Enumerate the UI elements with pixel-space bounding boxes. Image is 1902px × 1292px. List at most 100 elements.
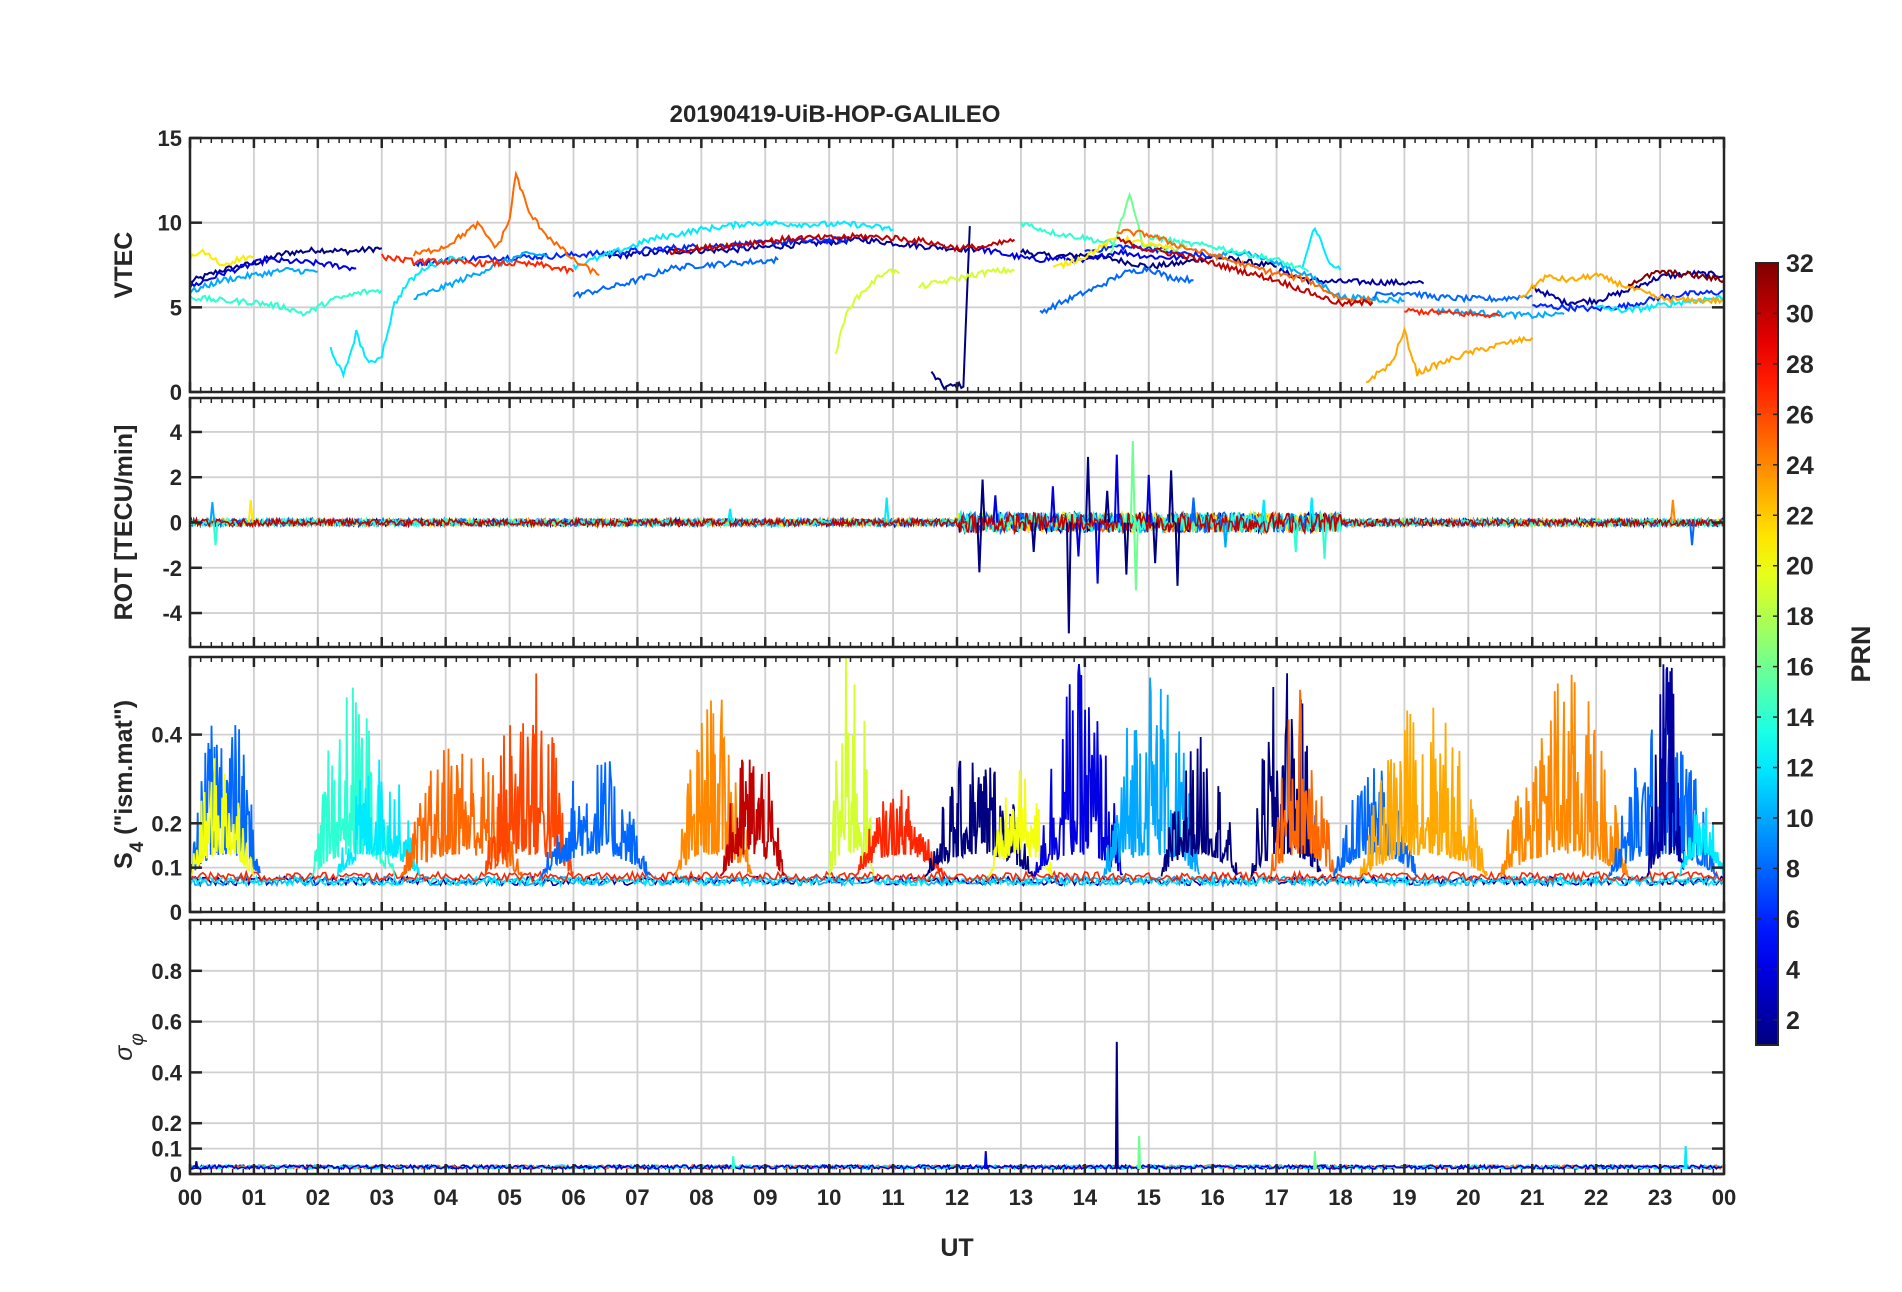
x-tick-label: 07 xyxy=(625,1185,649,1210)
grid-s4 xyxy=(190,657,1724,912)
x-axis: 00 01 02 03 04 05 06 07 08 09 10 11 12 13 14 15 16 17 18 19… xyxy=(178,1185,1736,1210)
panel-vtec: 0 5 10 15 VTEC xyxy=(110,126,1726,405)
rot-spike xyxy=(1104,490,1111,523)
vtec-series-prn-23 xyxy=(1519,272,1724,305)
vtec-series-prn-30 xyxy=(1116,236,1374,308)
y-tick-label: 0.1 xyxy=(151,856,182,881)
vtec-series-prn-10 xyxy=(413,250,549,301)
x-tick-label: 20 xyxy=(1456,1185,1480,1210)
x-tick-label: 08 xyxy=(689,1185,713,1210)
vtec-series-prn-12 xyxy=(1301,226,1342,271)
panel-sigma: 00.10.2 0.4 0.6 0.8 σφ xyxy=(110,918,1726,1187)
s4-burst-prn-12 xyxy=(336,759,421,878)
x-tick-label: 10 xyxy=(817,1185,841,1210)
grid-vtec xyxy=(190,138,1724,392)
s4-burst-prn-26 xyxy=(483,673,574,878)
x-tick-label: 01 xyxy=(242,1185,266,1210)
vtec-series-prn-10 xyxy=(1435,306,1565,321)
sigma-spike xyxy=(194,1161,199,1170)
vtec-series-prn-6 xyxy=(412,235,850,268)
y-tick-label: 0 xyxy=(170,900,182,925)
colorbar-tick-label: 22 xyxy=(1786,502,1814,530)
x-axis-label: UT xyxy=(940,1234,973,1262)
rot-spike xyxy=(1049,486,1056,523)
rot-spike xyxy=(1129,440,1136,523)
y-axis-label-vtec: VTEC xyxy=(110,232,138,299)
s4-burst-prn-8 xyxy=(1333,768,1418,877)
s4-burst-prn-12 xyxy=(1678,807,1724,877)
vtec-series-prn-10 xyxy=(190,266,318,294)
rot-series-prn-30 xyxy=(190,510,1724,536)
vtec-series-prn-1 xyxy=(930,226,971,391)
vtec-series-prn-14 xyxy=(1020,221,1117,247)
x-tick-label: 14 xyxy=(1073,1185,1098,1210)
y-tick-label: 0.4 xyxy=(151,723,182,748)
vtec-series-prn-8 xyxy=(1372,290,1533,304)
vtec-series-prn-30 xyxy=(668,231,1016,256)
vtec-series-prn-19 xyxy=(917,265,1015,290)
vtec-series-prn-25 xyxy=(412,170,600,277)
s4-burst-prn-4 xyxy=(1032,664,1124,878)
x-tick-label: 09 xyxy=(753,1185,777,1210)
rot-spike xyxy=(1174,522,1181,586)
sigma-spike xyxy=(731,1156,736,1169)
y-tick-label: 10 xyxy=(158,211,182,236)
rot-spike xyxy=(1168,470,1175,523)
rot-spike xyxy=(1075,522,1082,557)
panel-s4: 00.10.20.4S4 ("ism.mat") xyxy=(110,655,1726,925)
sigma-spike xyxy=(1114,1041,1119,1169)
rot-spike xyxy=(1065,522,1072,634)
vtec-series-prn-2 xyxy=(604,236,977,260)
x-tick-label: 00 xyxy=(1712,1185,1736,1210)
rot-spike xyxy=(1308,497,1315,523)
y-tick-label: 4 xyxy=(170,420,183,445)
x-tick-label: 11 xyxy=(881,1185,904,1210)
chart-title: 20190419-UiB-HOP-GALILEO xyxy=(670,101,1001,128)
s4-burst-prn-1 xyxy=(1250,673,1322,878)
y-label-sub: φ xyxy=(127,1033,148,1045)
panel-rot: -4 -2 0 2 4 ROT [TECU/min] xyxy=(110,396,1726,649)
s4-burst-prn-1 xyxy=(1160,736,1239,877)
vtec-series-prn-23 xyxy=(1366,326,1534,383)
vtec-series-prn-12 xyxy=(329,255,466,379)
colorbar-frame xyxy=(1755,262,1779,1046)
rot-spike xyxy=(883,497,890,523)
s4-baseline-prn-27 xyxy=(190,869,1724,884)
vtec-series-prn-8 xyxy=(572,255,779,299)
rot-spike xyxy=(1292,522,1299,552)
vtec-series-prn-21 xyxy=(1052,234,1175,270)
y-label-rest: ("ism.mat") xyxy=(110,700,138,842)
y-tick-label: 2 xyxy=(170,465,182,490)
y-tick-label: 0.2 xyxy=(151,1111,182,1136)
y-axis-label-sigma: σφ xyxy=(110,1033,148,1060)
vtec-series-prn-4 xyxy=(190,255,357,289)
rot-spike xyxy=(992,495,999,523)
rot-spike xyxy=(1222,522,1229,548)
rot-spike xyxy=(1113,454,1120,523)
colorbar-label: PRN xyxy=(1846,625,1876,682)
colorbar-tick-label: 28 xyxy=(1786,351,1814,379)
colorbar-tick-label: 26 xyxy=(1786,401,1814,429)
colorbar-tick-label: 14 xyxy=(1786,704,1814,732)
rot-spike xyxy=(1321,522,1328,559)
y-tick-label: 0.2 xyxy=(151,811,182,836)
colorbar-tick-label: 2 xyxy=(1786,1007,1800,1035)
rot-spike xyxy=(1152,522,1159,564)
vtec-series-prn-10 xyxy=(1212,250,1405,305)
colorbar-tick-label: 18 xyxy=(1786,603,1814,631)
vtec-series-prn-21 xyxy=(190,248,255,267)
vtec-series-prn-19 xyxy=(834,268,901,355)
grid-sigma xyxy=(190,920,1724,1174)
x-tick-label: 00 xyxy=(178,1185,202,1210)
vtec-series-prn-12 xyxy=(572,219,894,271)
colorbar-gradient xyxy=(1756,263,1778,1045)
y-tick-label: 5 xyxy=(170,295,182,320)
sigma-spike xyxy=(1683,1146,1688,1169)
s4-burst-prn-20 xyxy=(190,758,255,877)
colorbar-tick-label: 20 xyxy=(1786,553,1814,581)
rot-spike xyxy=(212,522,219,546)
x-tick-label: 06 xyxy=(561,1185,585,1210)
x-tick-label: 19 xyxy=(1392,1185,1416,1210)
